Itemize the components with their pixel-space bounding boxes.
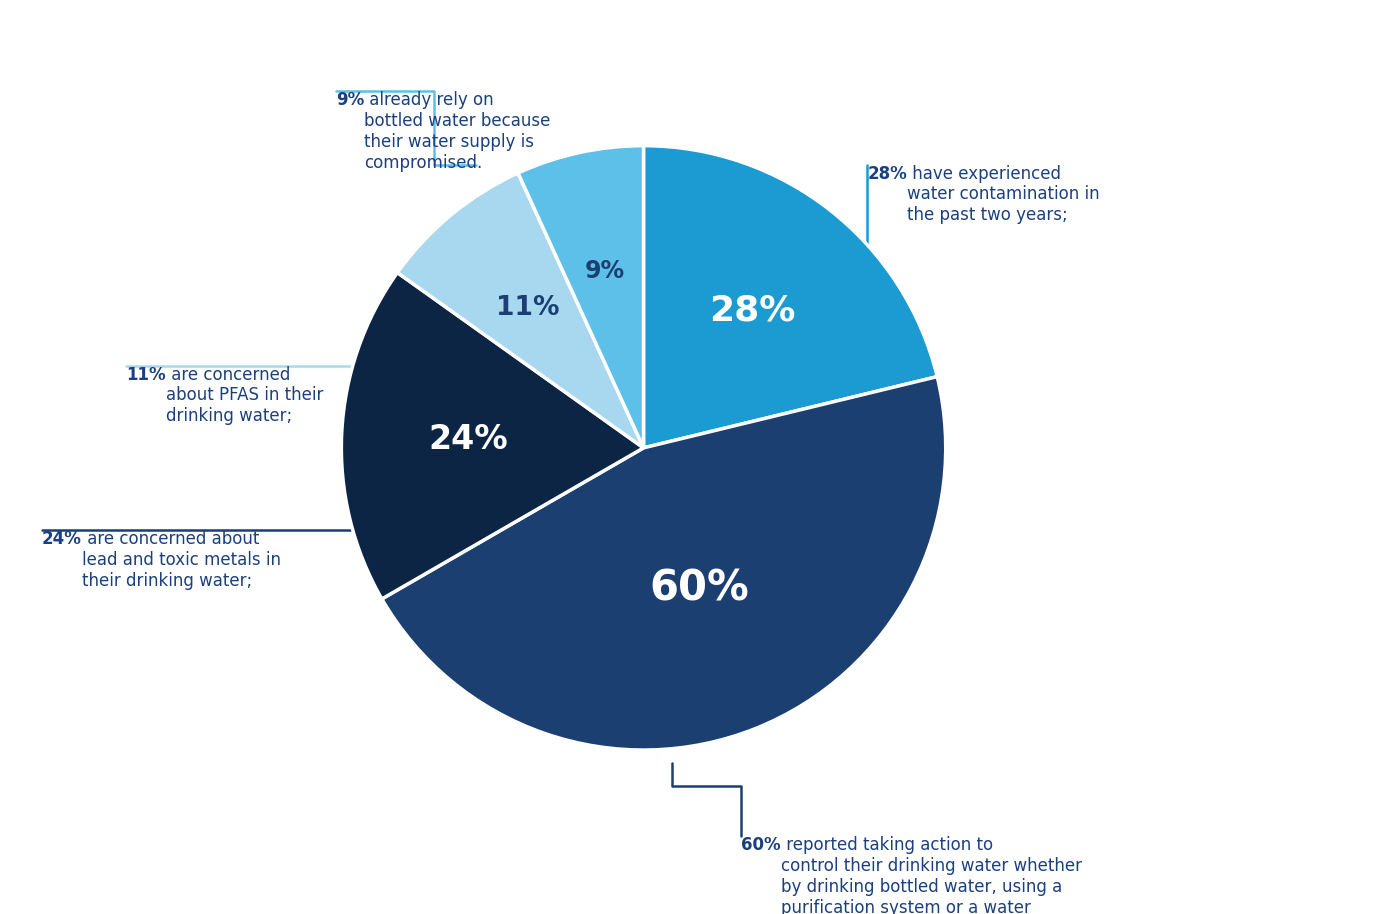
Text: 60%: 60% — [649, 567, 750, 609]
Text: 9%: 9% — [336, 91, 364, 110]
Wedge shape — [341, 272, 644, 599]
Text: are concerned about
lead and toxic metals in
their drinking water;: are concerned about lead and toxic metal… — [83, 530, 281, 590]
Text: 11%: 11% — [126, 366, 165, 384]
Wedge shape — [397, 173, 644, 448]
Text: 9%: 9% — [585, 259, 625, 282]
Text: 28%: 28% — [709, 293, 795, 327]
Text: have experienced
water contamination in
the past two years;: have experienced water contamination in … — [907, 165, 1100, 224]
Text: are concerned
about PFAS in their
drinking water;: are concerned about PFAS in their drinki… — [165, 366, 323, 425]
Wedge shape — [382, 377, 946, 750]
Wedge shape — [518, 145, 644, 448]
Text: 60%: 60% — [741, 836, 781, 855]
Text: 11%: 11% — [497, 295, 560, 321]
Wedge shape — [644, 145, 937, 448]
Text: already rely on
bottled water because
their water supply is
compromised.: already rely on bottled water because th… — [364, 91, 550, 172]
Text: 24%: 24% — [428, 423, 508, 456]
Text: 24%: 24% — [42, 530, 83, 548]
Text: 28%: 28% — [867, 165, 907, 183]
Text: reported taking action to
control their drinking water whether
by drinking bottl: reported taking action to control their … — [781, 836, 1081, 914]
